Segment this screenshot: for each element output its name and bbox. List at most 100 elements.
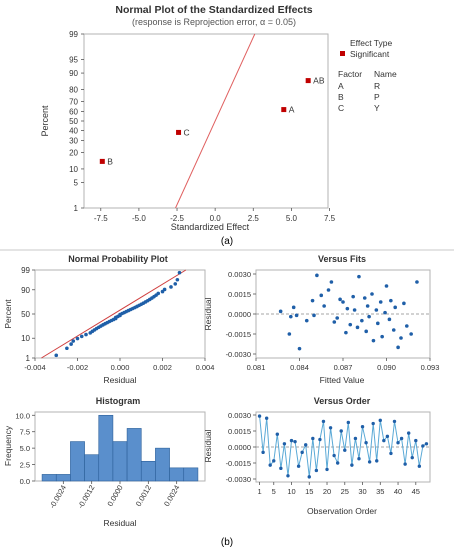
hist-y-tick-label: 0.0 (20, 477, 30, 486)
hist-bar (55, 474, 71, 482)
hist-bar (183, 467, 199, 482)
order-point (311, 436, 315, 441)
fits-point (384, 284, 389, 288)
fits-point (378, 300, 383, 304)
order-point (314, 468, 319, 473)
fits-point (355, 325, 360, 330)
effects-x-tick-label: 7.5 (324, 214, 336, 223)
legend-significant-label: Significant (350, 49, 390, 59)
fits-point (310, 298, 315, 303)
effects-y-tick-label: 30 (69, 137, 78, 146)
fits-y-axis-label: Residual (203, 297, 213, 330)
order-x-tick-label: 20 (323, 487, 331, 496)
fits-y-tick-label: 0.0030 (228, 270, 251, 279)
order-x-tick-label: 10 (287, 487, 295, 496)
hist-y-tick-label: 10.0 (15, 411, 30, 420)
hist-y-tick-label: 5.0 (20, 444, 30, 453)
legend-factor-a: A (338, 81, 344, 91)
fits-point (332, 320, 337, 324)
order-point (353, 436, 358, 441)
hist-y-tick-label: 7.5 (20, 428, 30, 437)
npp-y-tick-label: 99 (21, 266, 30, 275)
order-point (318, 437, 322, 442)
fits-point (380, 334, 384, 339)
hist-bar (70, 441, 85, 482)
legend-name-header: Name (374, 69, 397, 79)
npp-point (175, 277, 180, 282)
fits-point (351, 294, 355, 299)
effects-legend: Effect Type Significant Factor Name A R … (338, 38, 397, 113)
legend-factor-c: C (338, 103, 344, 113)
npp-x-tick-label: -0.002 (67, 363, 88, 372)
order-point (289, 438, 294, 443)
fits-point (322, 304, 326, 308)
effect-point-label-a: A (289, 105, 295, 115)
effects-x-axis-label: Standardized Effect (171, 222, 250, 232)
order-point (406, 431, 411, 435)
fits-point (399, 336, 403, 340)
fits-point (315, 273, 319, 278)
fits-point (278, 309, 283, 314)
npp-y-tick-label: 50 (21, 310, 30, 319)
order-point (424, 442, 429, 446)
npp-y-tick-label: 90 (21, 286, 30, 295)
order-y-tick-label: 0.0000 (228, 443, 251, 452)
effects-x-tick-label: 0.0 (210, 214, 222, 223)
order-point (385, 434, 390, 439)
effects-subtitle: (response is Reprojection error, α = 0.0… (132, 17, 296, 27)
fits-point (383, 310, 387, 315)
order-point (382, 438, 386, 443)
effect-point-label-b: B (107, 156, 113, 166)
effects-y-tick-label: 90 (69, 69, 78, 78)
order-point (375, 459, 379, 463)
npp-x-axis-label: Residual (103, 375, 136, 385)
order-point (396, 441, 400, 445)
order-x-tick-label: 25 (341, 487, 349, 496)
hist-x-tick-label: -0.0012 (76, 484, 97, 511)
hist-x-tick-label: -0.0024 (48, 484, 69, 511)
order-point (300, 450, 304, 455)
fits-point (389, 298, 393, 303)
order-point (410, 455, 414, 460)
order-point (268, 463, 272, 467)
effects-y-axis-label: Percent (40, 105, 50, 137)
order-x-tick-label: 1 (257, 487, 261, 496)
fits-point (396, 345, 400, 350)
order-point (261, 450, 265, 455)
hist-x-tick-label: 0.0024 (162, 484, 181, 508)
order-y-tick-label: 0.0030 (228, 411, 251, 420)
legend-factor-b: B (338, 92, 344, 102)
hist-title: Histogram (96, 396, 141, 406)
npp-y-axis-label: Percent (3, 299, 13, 329)
panel-b-label: (b) (221, 537, 233, 548)
fits-point (371, 338, 376, 343)
hist-x-tick-label: 0.0012 (134, 484, 153, 508)
effects-x-tick-label: -2.5 (170, 214, 184, 223)
order-point (343, 448, 347, 452)
fits-point (352, 308, 357, 312)
order-x-tick-label: 30 (358, 487, 366, 496)
order-y-axis-label: Residual (203, 429, 213, 462)
hist-bar (169, 467, 185, 482)
fits-point (405, 324, 409, 328)
hist-bar (41, 474, 57, 482)
npp-point (75, 336, 80, 341)
fits-point (294, 313, 299, 318)
npp-x-tick-label: 0.000 (111, 363, 130, 372)
fits-point (344, 330, 348, 335)
effects-reference-line (175, 33, 256, 209)
order-point (389, 451, 393, 456)
fits-point (362, 296, 367, 300)
npp-point (84, 332, 88, 337)
legend-name-a: R (374, 81, 380, 91)
order-point (339, 429, 343, 433)
effects-y-tick-label: 60 (69, 108, 78, 117)
effects-y-tick-label: 10 (69, 165, 78, 174)
order-point (264, 416, 269, 420)
effects-y-tick-label: 80 (69, 86, 78, 95)
fits-point (338, 297, 342, 302)
fits-y-tick-label: -0.0030 (226, 350, 251, 359)
order-point (399, 436, 404, 441)
order-x-axis-label: Observation Order (307, 506, 377, 516)
order-point (257, 414, 262, 418)
